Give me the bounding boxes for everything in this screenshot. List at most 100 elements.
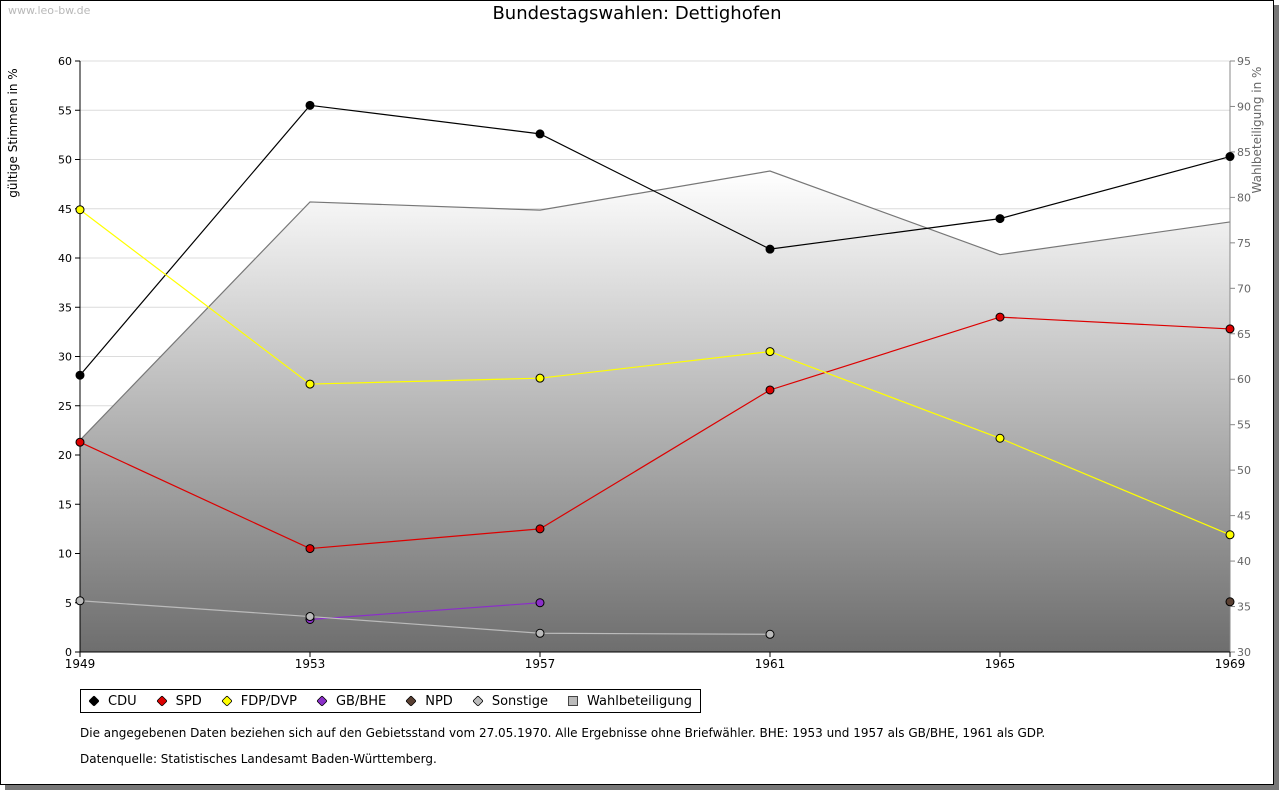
y-tick-label-left: 60	[58, 55, 72, 68]
y-tick-label-right: 30	[1237, 646, 1251, 659]
data-point-cdu	[1225, 152, 1235, 162]
legend-item-gb-bhe: GB/BHE	[316, 693, 387, 709]
legend-marker-sonstige	[472, 695, 484, 707]
y-axis-label-right: Wahlbeteiligung in %	[1250, 67, 1264, 194]
series-line-spd	[79, 316, 1231, 550]
y-tick-label-right: 90	[1237, 100, 1251, 113]
series-sonstige	[75, 596, 775, 639]
data-point-sonstige	[75, 596, 85, 606]
y-tick-label-right: 75	[1237, 237, 1251, 250]
series-npd	[1225, 597, 1235, 607]
data-source: Datenquelle: Statistisches Landesamt Bad…	[80, 752, 437, 766]
data-point-fdp-dvp	[535, 373, 545, 383]
data-point-sonstige	[535, 628, 545, 638]
y-tick-label-left: 5	[65, 597, 72, 610]
series-line-fdp-dvp	[79, 209, 1231, 536]
legend-item-sonstige: Sonstige	[472, 693, 548, 709]
legend-label-npd: NPD	[425, 693, 453, 709]
legend-item-fdp-dvp: FDP/DVP	[221, 693, 297, 709]
legend-label-spd: SPD	[175, 693, 202, 709]
data-point-spd	[75, 437, 85, 447]
legend: CDU SPD FDP/DVP GB/BHE NPD Sonstige Wahlbeteil…	[80, 689, 702, 713]
series-line-sonstige	[79, 600, 771, 635]
legend-marker-cdu	[88, 695, 100, 707]
axes: 0 5 10 15 20 25 30 35 40 45 50 55 60 30 35 40 45 50 55 60 65…	[58, 55, 1251, 671]
y-tick-label-right: 70	[1237, 282, 1251, 295]
y-tick-label-left: 15	[58, 498, 72, 511]
legend-item-cdu: CDU	[88, 693, 137, 709]
y-tick-label-right: 95	[1237, 55, 1251, 68]
watermark: www.leo-bw.de	[8, 4, 91, 17]
x-tick-label: 1961	[755, 657, 786, 671]
data-point-fdp-dvp	[75, 205, 85, 215]
y-tick-label-left: 0	[65, 646, 72, 659]
data-point-fdp-dvp	[765, 347, 775, 357]
data-point-spd	[305, 544, 315, 554]
data-point-fdp-dvp	[1225, 530, 1235, 540]
x-tick-label: 1949	[65, 657, 96, 671]
data-point-npd	[1225, 597, 1235, 607]
series-line-cdu	[79, 104, 1231, 376]
turnout-area	[80, 171, 1230, 653]
legend-label-wahlbeteiligung: Wahlbeteiligung	[587, 693, 693, 709]
data-point-cdu	[765, 244, 775, 254]
turnout-line	[79, 170, 1231, 441]
legend-marker-gb-bhe	[316, 695, 328, 707]
legend-label-fdp-dvp: FDP/DVP	[240, 693, 297, 709]
data-point-cdu	[995, 214, 1005, 224]
y-tick-label-left: 40	[58, 252, 72, 265]
legend-label-sonstige: Sonstige	[491, 693, 548, 709]
y-tick-label-right: 35	[1237, 601, 1251, 614]
legend-item-wahlbeteiligung: Wahlbeteiligung	[568, 694, 692, 709]
y-tick-label-left: 50	[58, 154, 72, 167]
data-point-sonstige	[765, 629, 775, 639]
y-tick-label-left: 55	[58, 104, 72, 117]
turnout-area-layer	[79, 170, 1231, 653]
y-tick-label-right: 40	[1237, 555, 1251, 568]
y-tick-label-left: 20	[58, 449, 72, 462]
y-tick-label-right: 55	[1237, 419, 1251, 432]
y-tick-label-right: 80	[1237, 191, 1251, 204]
data-point-spd	[1225, 324, 1235, 334]
y-tick-label-left: 10	[58, 548, 72, 561]
x-tick-label: 1969	[1215, 657, 1246, 671]
legend-item-npd: NPD	[405, 693, 453, 709]
footnote: Die angegebenen Daten beziehen sich auf …	[80, 726, 1046, 740]
data-point-cdu	[75, 370, 85, 380]
legend-marker-npd	[405, 695, 417, 707]
data-point-fdp-dvp	[995, 433, 1005, 443]
legend-label-gb-bhe: GB/BHE	[335, 693, 387, 709]
y-axis-label-left: gültige Stimmen in %	[6, 68, 20, 197]
y-tick-label-left: 30	[58, 351, 72, 364]
x-tick-label: 1957	[525, 657, 556, 671]
y-tick-label-right: 65	[1237, 328, 1251, 341]
data-point-sonstige	[305, 612, 315, 622]
x-tick-label: 1965	[985, 657, 1016, 671]
y-tick-label-left: 45	[58, 203, 72, 216]
legend-label-cdu: CDU	[108, 693, 137, 709]
y-tick-label-right: 85	[1237, 146, 1251, 159]
y-tick-label-left: 25	[58, 400, 72, 413]
data-point-gb-bhe	[535, 598, 545, 608]
data-point-cdu	[305, 100, 315, 110]
y-tick-label-right: 50	[1237, 464, 1251, 477]
chart-title: Bundestagswahlen: Dettighofen	[492, 3, 782, 24]
legend-item-spd: SPD	[155, 693, 202, 709]
legend-marker-wahlbeteiligung	[568, 696, 578, 706]
legend-marker-spd	[155, 695, 168, 707]
y-tick-label-right: 45	[1237, 510, 1251, 523]
x-tick-label: 1953	[295, 657, 326, 671]
y-tick-label-right: 60	[1237, 373, 1251, 386]
series-cdu	[75, 100, 1235, 380]
series-line-gb-bhe	[309, 602, 541, 621]
data-point-cdu	[535, 129, 545, 139]
data-point-spd	[765, 385, 775, 395]
data-point-spd	[995, 312, 1005, 322]
y-tick-label-left: 35	[58, 301, 72, 314]
series-fdp-dvp	[75, 205, 1235, 540]
data-point-spd	[535, 524, 545, 534]
legend-marker-fdp-dvp	[221, 695, 233, 707]
data-point-fdp-dvp	[305, 379, 315, 389]
series-layer	[75, 100, 1235, 639]
